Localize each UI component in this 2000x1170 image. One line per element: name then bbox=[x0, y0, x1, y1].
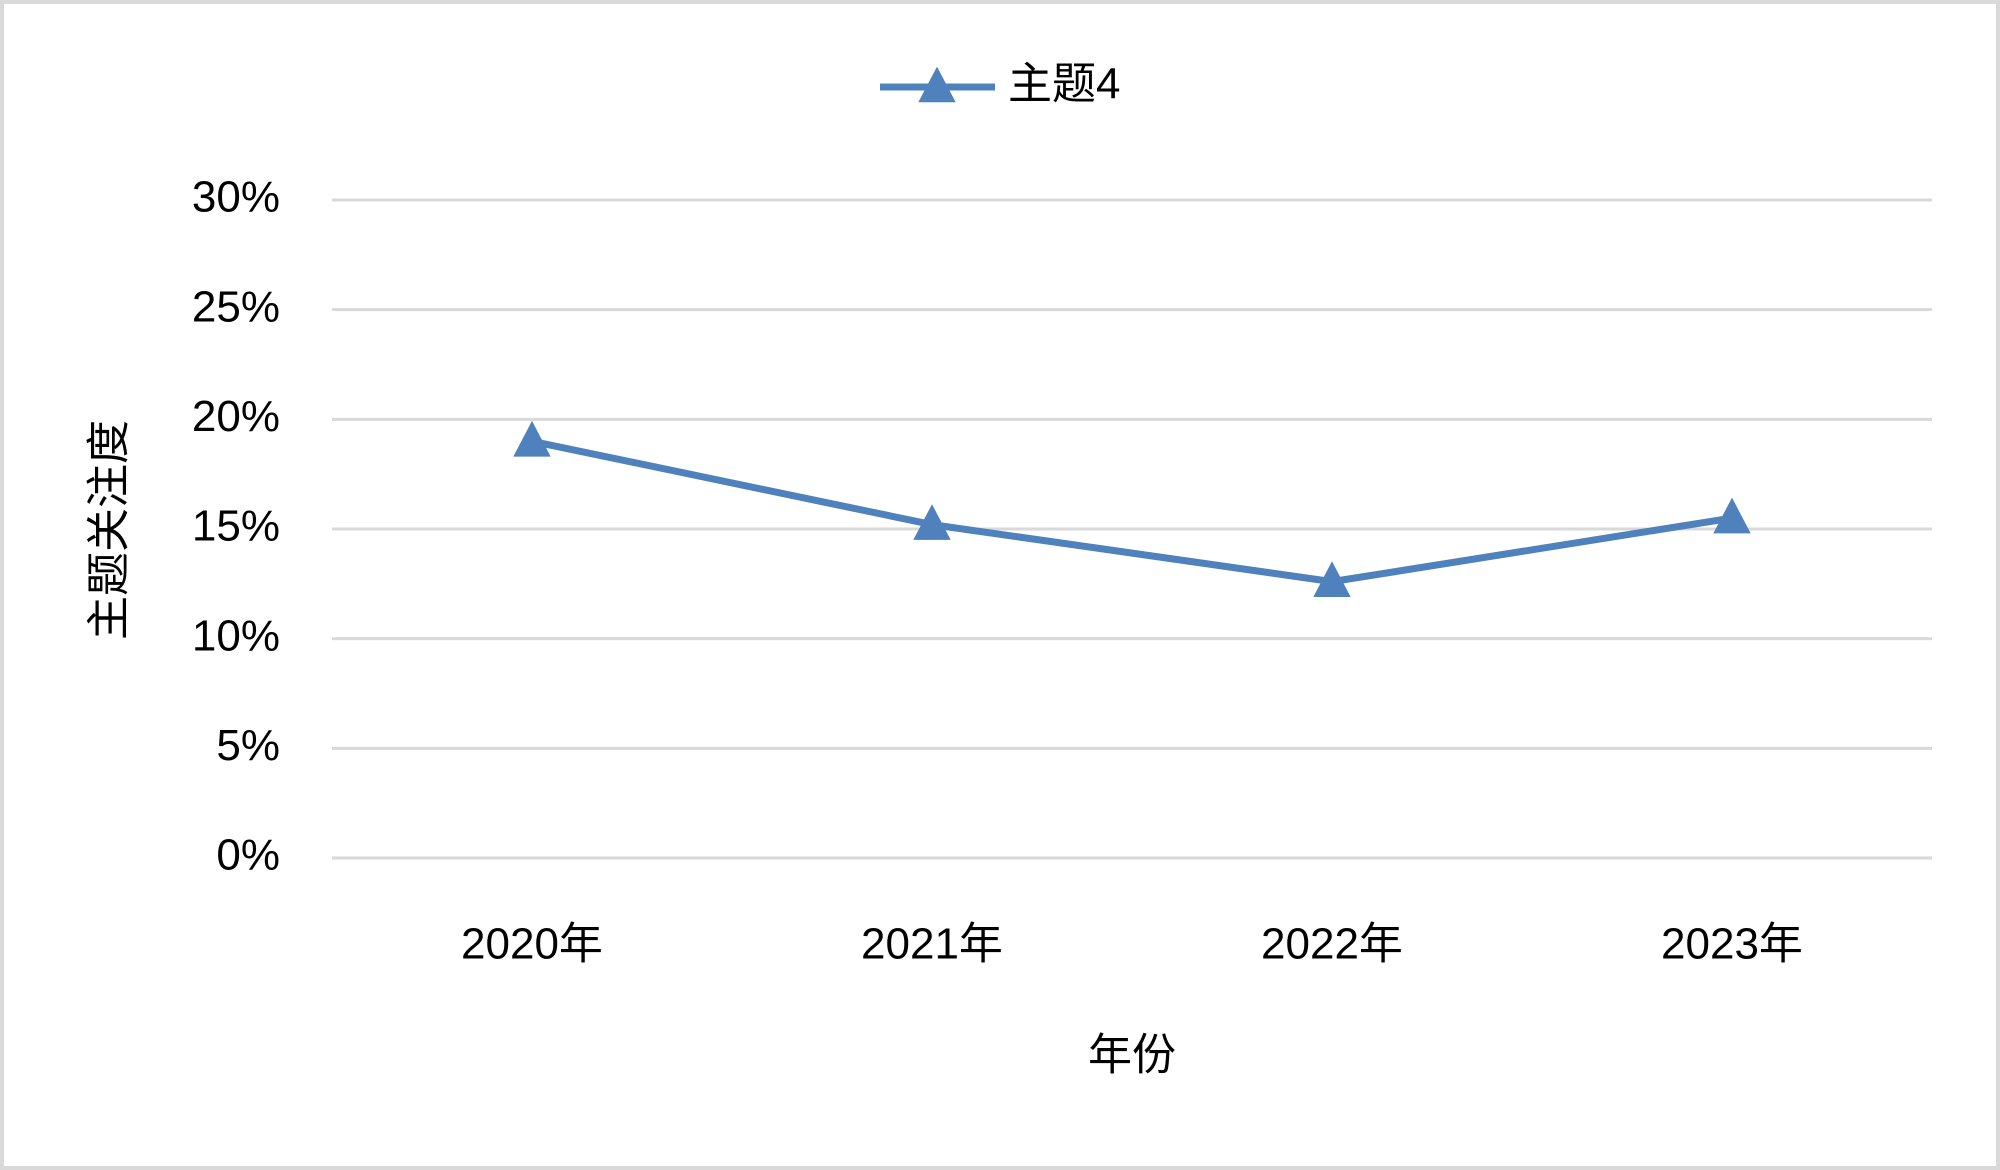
x-tick-label: 2022年 bbox=[1261, 920, 1403, 969]
data-marker bbox=[1713, 497, 1751, 534]
y-tick-label: 10% bbox=[192, 611, 280, 660]
x-tick-label: 2021年 bbox=[861, 920, 1003, 969]
legend-marker bbox=[918, 66, 956, 103]
x-tick-label: 2023年 bbox=[1661, 920, 1803, 969]
x-tick-label: 2020年 bbox=[461, 920, 603, 969]
data-marker bbox=[1313, 561, 1351, 597]
y-tick-label: 20% bbox=[192, 392, 280, 441]
y-tick-label: 5% bbox=[216, 721, 280, 770]
y-axis-title: 主题关注度 bbox=[85, 420, 134, 640]
data-marker bbox=[913, 504, 951, 540]
x-axis-title: 年份 bbox=[1088, 1031, 1176, 1080]
data-marker bbox=[513, 420, 551, 457]
legend-label: 主题4 bbox=[1008, 60, 1120, 109]
y-tick-label: 15% bbox=[192, 502, 280, 551]
y-tick-label: 0% bbox=[216, 831, 280, 880]
y-tick-label: 25% bbox=[192, 282, 280, 331]
y-tick-label: 30% bbox=[192, 173, 280, 222]
series-line bbox=[531, 437, 1733, 586]
